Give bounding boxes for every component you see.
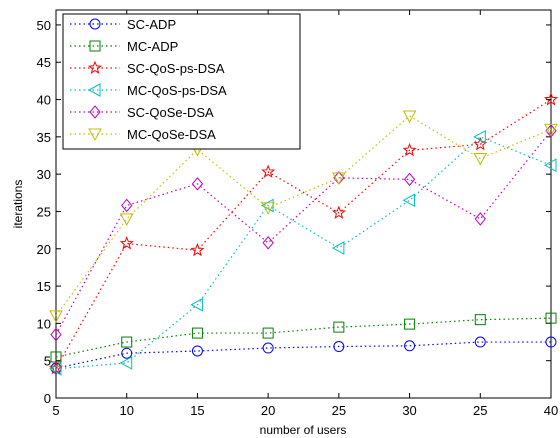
y-tick-label: 45 (37, 55, 51, 70)
legend-marker (88, 128, 102, 142)
y-tick-label: 5 (44, 354, 51, 369)
x-tick-label: 25 (332, 403, 346, 418)
data-point (262, 327, 274, 339)
data-point (404, 318, 416, 330)
y-tick-label: 25 (37, 204, 51, 219)
data-point (261, 202, 275, 215)
data-point (473, 130, 486, 144)
data-point (404, 340, 416, 352)
y-tick-label: 0 (44, 391, 51, 406)
data-point (402, 142, 417, 157)
data-point (191, 327, 203, 339)
legend-box (62, 13, 301, 150)
data-point (121, 336, 133, 348)
legend-entry: MC-ADP (70, 39, 178, 54)
data-point (331, 241, 345, 255)
data-point (333, 341, 345, 353)
data-point (544, 123, 558, 137)
y-tick-label: 15 (37, 279, 51, 294)
x-axis-label: number of users (260, 423, 347, 437)
data-point (543, 92, 559, 106)
x-tick-label: 30 (402, 403, 416, 418)
y-tick-label: 20 (37, 242, 51, 257)
legend-marker (89, 105, 101, 119)
data-point (262, 342, 274, 354)
legend-label: SC-QoS-ps-DSA (127, 61, 225, 76)
legend-label: MC-QoSe-DSA (127, 127, 216, 142)
x-tick-label: 25 (473, 403, 487, 418)
data-point (121, 347, 133, 359)
series-line (55, 115, 552, 317)
data-point (49, 310, 63, 323)
y-tick-label: 30 (37, 167, 51, 182)
data-point (119, 236, 134, 250)
y-tick-label: 40 (37, 93, 51, 108)
legend-marker (89, 40, 101, 52)
y-tick-label: 10 (37, 316, 51, 331)
data-point (262, 236, 274, 250)
x-tick-label: 40 (544, 403, 558, 418)
data-point (191, 177, 204, 191)
series-line (55, 317, 552, 358)
legend-label: SC-ADP (127, 17, 176, 32)
legend-marker (87, 60, 103, 74)
data-point (50, 327, 62, 342)
series-1 (50, 312, 557, 363)
x-tick-label: 15 (190, 403, 204, 418)
series-layer (48, 92, 559, 376)
series-line (55, 130, 552, 335)
data-point (333, 321, 345, 333)
series-line (55, 136, 552, 370)
data-point (474, 212, 486, 226)
data-point (48, 360, 64, 375)
legend-label: MC-ADP (127, 39, 178, 54)
y-axis-label: iterations (11, 180, 25, 229)
data-point (331, 205, 346, 219)
x-tick-label: 10 (119, 403, 133, 418)
series-line (55, 99, 552, 369)
series-4 (50, 124, 557, 342)
legend-entry: MC-QoS-ps-DSA (70, 83, 227, 98)
data-point (121, 198, 133, 213)
legend-marker (89, 18, 101, 30)
legend-entry: SC-ADP (70, 17, 176, 32)
y-tick-label: 35 (37, 130, 51, 145)
series-2 (48, 92, 559, 375)
x-axis-ticks: 5 10 15 20 25 30 25 40 (52, 10, 558, 418)
data-point (48, 362, 62, 376)
legend: SC-ADP MC-ADP SC-QoS-ps-DSA MC-QoS-ps-DSA SC… (62, 13, 301, 150)
data-point (119, 213, 134, 226)
data-point (403, 172, 416, 187)
x-tick-label: 20 (261, 403, 275, 418)
x-tick-label: 5 (52, 403, 59, 418)
data-point (190, 242, 205, 257)
legend-label: SC-QoSe-DSA (127, 105, 214, 120)
data-point (261, 164, 276, 178)
y-tick-label: 50 (37, 18, 51, 33)
data-point (190, 297, 203, 312)
legend-marker (87, 83, 101, 97)
data-point (474, 314, 486, 326)
legend-entry: MC-QoSe-DSA (70, 127, 216, 142)
legend-entry: SC-QoSe-DSA (70, 105, 214, 120)
data-point (119, 356, 133, 370)
legend-label: MC-QoS-ps-DSA (127, 83, 227, 98)
series-line (55, 341, 551, 369)
data-point (545, 312, 557, 324)
data-point (402, 193, 416, 208)
data-point (473, 152, 488, 166)
data-point (474, 336, 486, 348)
data-point (545, 336, 557, 348)
data-point (402, 110, 417, 123)
legend-entry: SC-QoS-ps-DSA (70, 60, 225, 76)
data-point (543, 158, 557, 173)
y-axis-ticks: 0 5 10 15 20 25 30 35 40 45 50 (37, 18, 551, 406)
data-point (191, 345, 203, 357)
data-point (332, 172, 346, 185)
